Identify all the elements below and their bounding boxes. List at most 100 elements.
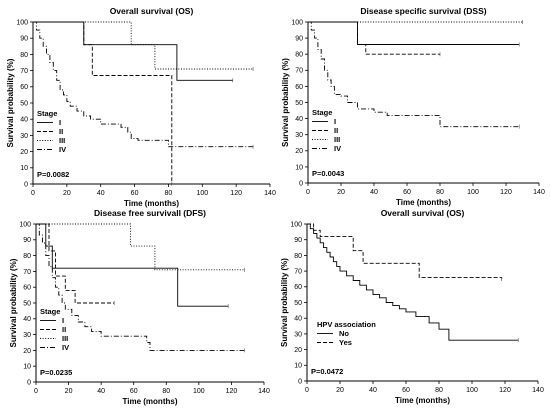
p-value: P=0.0082	[37, 170, 69, 179]
km-panel: Overall survival (OS) 0 10 20 30 40 50 60 70 80 90…	[280, 208, 544, 405]
x-tick-label: 40	[97, 190, 105, 197]
x-tick-label: 80	[162, 388, 170, 395]
x-axis-label: Time (months)	[396, 198, 451, 207]
y-tick-label: 40	[23, 316, 31, 323]
series-line-iv	[308, 21, 520, 128]
y-axis-label: Survival probability (%)	[280, 258, 289, 347]
series-line-ii	[36, 223, 115, 304]
legend-title: HPV association	[317, 320, 376, 329]
legend-item-label: IV	[62, 343, 69, 352]
y-tick-label: 70	[23, 269, 31, 276]
y-tick-label: 50	[295, 100, 303, 107]
legend-item-label: IV	[334, 144, 341, 153]
p-value: P=0.0472	[311, 367, 343, 376]
y-axis-label: Survival probability (%)	[9, 258, 18, 347]
x-tick-label: 140	[264, 190, 276, 197]
y-tick-label: 0	[298, 378, 302, 385]
x-tick-label: 100	[196, 190, 208, 197]
series-line-i	[36, 223, 229, 307]
x-tick-label: 100	[467, 189, 479, 196]
series-line-iv	[36, 223, 245, 351]
series-line-yes	[307, 223, 503, 279]
series-line-ii	[308, 21, 440, 55]
x-tick-label: 20	[65, 388, 73, 395]
y-axis-label: Survival probability (%)	[281, 58, 290, 147]
legend-title: Stage	[312, 108, 332, 117]
x-tick-label: 80	[435, 387, 443, 394]
chart-title: Disease free survivall (DFS)	[94, 208, 206, 218]
y-tick-label: 0	[299, 180, 303, 187]
x-tick-label: 120	[500, 189, 512, 196]
x-tick-label: 0	[31, 190, 35, 197]
y-tick-label: 90	[23, 237, 31, 244]
series-line-i	[308, 21, 520, 45]
x-tick-label: 40	[370, 189, 378, 196]
y-tick-label: 90	[295, 36, 303, 43]
y-tick-label: 60	[294, 284, 302, 291]
y-tick-label: 10	[295, 164, 303, 171]
km-panel: Overall survival (OS) 0 10 20 30 40 50 60 70 80 90…	[6, 6, 276, 208]
x-tick-label: 80	[436, 189, 444, 196]
chart-title: Overall survival (OS)	[381, 208, 465, 218]
series-line-ii	[33, 21, 173, 184]
y-tick-label: 60	[23, 285, 31, 292]
x-axis-label: Time (months)	[124, 199, 179, 208]
y-tick-label: 30	[20, 133, 28, 140]
legend-title: Stage	[40, 307, 60, 316]
legend-item-label: Yes	[339, 338, 352, 347]
y-tick-label: 10	[294, 363, 302, 370]
y-tick-label: 100	[291, 19, 303, 26]
km-panel: Disease free survivall (DFS) 0 10 20 30 40 50 6…	[9, 208, 270, 406]
x-tick-label: 100	[193, 388, 205, 395]
y-tick-label: 50	[23, 300, 31, 307]
y-tick-label: 90	[294, 237, 302, 244]
x-tick-label: 60	[130, 388, 138, 395]
x-tick-label: 140	[258, 388, 270, 395]
x-tick-label: 140	[533, 189, 545, 196]
x-tick-label: 100	[466, 387, 478, 394]
y-tick-label: 100	[16, 19, 28, 26]
legend-item-label: IV	[59, 145, 66, 154]
legend-item-label: III	[334, 135, 340, 144]
legend-item-label: I	[334, 117, 336, 126]
x-tick-label: 40	[369, 387, 377, 394]
y-tick-label: 70	[20, 68, 28, 75]
y-tick-label: 10	[20, 165, 28, 172]
series-line-no	[307, 223, 519, 341]
x-tick-label: 20	[63, 190, 71, 197]
x-tick-label: 140	[532, 387, 544, 394]
y-tick-label: 40	[295, 116, 303, 123]
y-tick-label: 20	[23, 348, 31, 355]
p-value: P=0.0043	[312, 169, 344, 178]
x-axis-label: Time (months)	[395, 396, 450, 405]
chart-title: Overall survival (OS)	[110, 6, 194, 16]
legend-title: Stage	[37, 109, 57, 118]
y-tick-label: 70	[294, 269, 302, 276]
y-tick-label: 10	[23, 364, 31, 371]
y-tick-label: 60	[295, 84, 303, 91]
x-tick-label: 20	[336, 387, 344, 394]
legend-item-label: I	[59, 118, 61, 127]
legend-item-label: III	[62, 334, 68, 343]
legend-item-label: I	[62, 316, 64, 325]
legend-item-label: II	[62, 325, 66, 334]
y-tick-label: 30	[294, 331, 302, 338]
y-tick-label: 30	[295, 132, 303, 139]
series-line-i	[33, 21, 233, 81]
x-tick-label: 0	[306, 189, 310, 196]
series-line-iii	[33, 21, 254, 70]
y-tick-label: 0	[27, 379, 31, 386]
y-tick-label: 50	[20, 100, 28, 107]
y-axis-label: Survival probability (%)	[6, 58, 15, 147]
y-tick-label: 50	[294, 300, 302, 307]
x-tick-label: 0	[34, 388, 38, 395]
y-tick-label: 80	[23, 253, 31, 260]
y-tick-label: 40	[294, 316, 302, 323]
y-tick-label: 20	[295, 148, 303, 155]
series-line-iii	[36, 223, 245, 271]
y-tick-label: 0	[24, 181, 28, 188]
y-tick-label: 80	[295, 52, 303, 59]
x-tick-label: 120	[230, 190, 242, 197]
y-tick-label: 90	[20, 36, 28, 43]
